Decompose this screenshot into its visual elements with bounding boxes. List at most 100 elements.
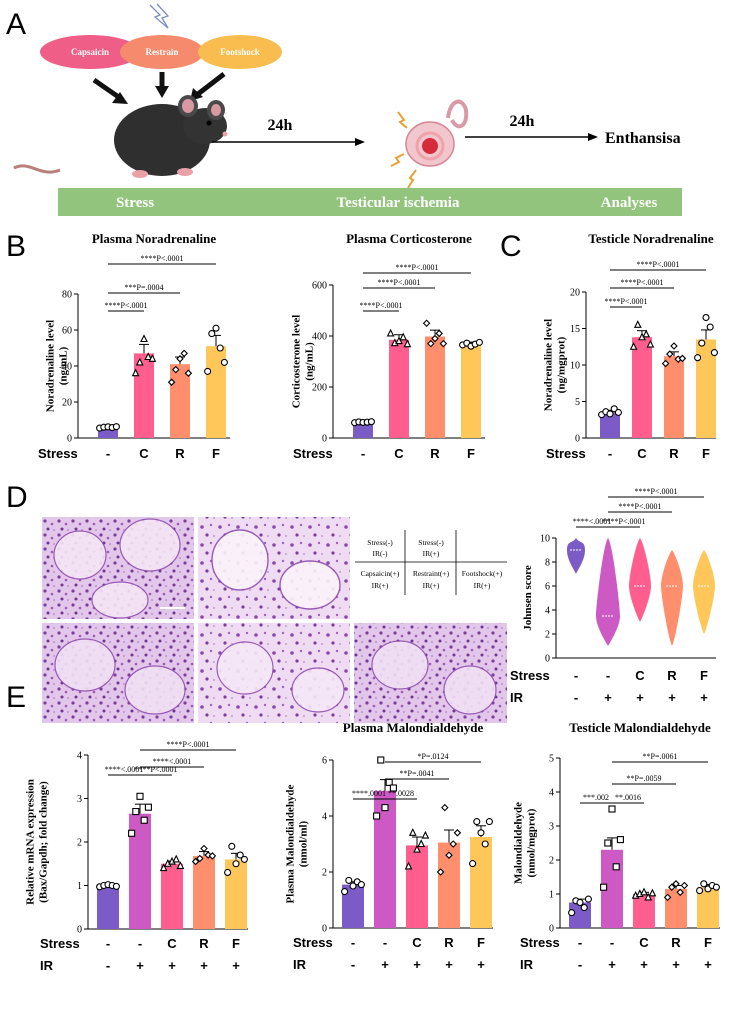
y-tick-label: 5: [575, 397, 580, 408]
bar: [600, 412, 620, 438]
y-tick-label: 1: [549, 890, 554, 901]
y-axis-label: (ng/mL): [58, 346, 70, 385]
stress-row-label: Stress: [510, 668, 550, 683]
stress-row-value: -: [351, 935, 355, 950]
data-point: [377, 756, 385, 764]
legend-cell-1b: IR(-): [373, 549, 388, 558]
data-point: [678, 354, 687, 363]
y-tick-label: 600: [312, 281, 327, 292]
data-point: [176, 355, 184, 363]
data-point: [584, 895, 592, 903]
legend-cell-5b: IR(+): [474, 581, 491, 590]
data-point: [204, 367, 212, 375]
data-point: [216, 344, 224, 352]
bar: [389, 339, 409, 438]
ir-row-value: +: [445, 957, 453, 972]
bar: [129, 813, 151, 929]
y-tick-label: 2: [322, 868, 327, 879]
bar: [461, 344, 481, 438]
data-point: [220, 358, 228, 366]
data-point: [422, 319, 431, 328]
arrow-1-head: [355, 138, 365, 146]
sig-label: ****P<.0001: [635, 487, 678, 496]
chart-title: Plasma Noradrenaline: [92, 231, 217, 246]
data-point: [413, 844, 421, 853]
chart-title: Testicle Malondialdehyde: [569, 720, 711, 735]
y-tick-label: 6: [545, 582, 550, 593]
ir-row-label: IR: [40, 958, 54, 973]
stress-row-value: -: [610, 935, 614, 950]
data-point: [668, 883, 676, 891]
data-point: [228, 842, 236, 850]
data-point: [642, 329, 651, 338]
y-tick-label: 4: [322, 812, 327, 823]
violin: [693, 550, 715, 634]
data-point: [700, 880, 708, 888]
data-point: [696, 887, 704, 895]
panel-label-d: D: [6, 481, 28, 514]
stage-ischemia: Testicular ischemia: [337, 195, 460, 211]
data-point: [431, 334, 439, 343]
y-tick-label: 10: [570, 361, 580, 372]
data-point: [672, 880, 680, 888]
stress-row-value: R: [430, 446, 440, 461]
data-point: [131, 368, 140, 377]
stress-row-value: R: [175, 446, 185, 461]
stress-row-value: -: [361, 446, 365, 461]
sig-label: **P=.0059: [627, 774, 662, 783]
stress-row-value: R: [199, 936, 209, 951]
stress-row-value: C: [394, 446, 404, 461]
y-tick-label: 4: [545, 606, 550, 617]
data-point: [473, 818, 481, 826]
sig-label: ****<.0001: [153, 757, 192, 766]
sig-label: ****P<.0001: [603, 517, 646, 526]
data-point: [698, 339, 706, 347]
charts-layer: Plasma Noradrenaline020406080Noradrenali…: [25, 231, 720, 973]
legend-cell-2: Stress(-): [418, 538, 444, 547]
data-point: [144, 803, 152, 811]
stress-row-value: -: [574, 668, 578, 683]
footshock-pill: [198, 35, 282, 69]
y-tick-label: 0: [575, 434, 580, 445]
data-point: [481, 840, 489, 848]
y-axis-label: (ng/mL): [304, 342, 316, 381]
data-point: [128, 829, 136, 837]
stress-row-value: C: [639, 935, 649, 950]
data-point: [477, 829, 485, 837]
data-point: [208, 330, 216, 338]
y-tick-label: 20: [570, 288, 580, 299]
stress-row-label: Stress: [546, 446, 586, 461]
data-point: [373, 812, 381, 820]
stress-row-value: F: [232, 936, 240, 951]
data-point: [232, 860, 240, 868]
data-point: [629, 342, 638, 350]
data-point: [140, 816, 148, 824]
data-point: [710, 349, 718, 357]
chart-e: 0 1 2 3 4 Relative mRNA expression (Bax/Gapdh;…: [25, 740, 248, 973]
capsaicin-label: Capsaicin: [71, 47, 109, 57]
ir-row-value: +: [640, 957, 648, 972]
sig-label: **.0028: [388, 789, 414, 798]
bar: [97, 885, 119, 929]
sig-label: *P=.0124: [418, 752, 449, 761]
data-point: [475, 338, 483, 346]
stress-arrows: [92, 72, 226, 104]
panel-label-b: B: [6, 230, 26, 263]
testis-icon: [390, 99, 469, 189]
chart-title: Testicle Noradrenaline: [588, 231, 714, 246]
y-tick-label: 2: [549, 856, 554, 867]
mouse-icon: [13, 95, 228, 178]
data-point: [666, 350, 674, 358]
data-point: [670, 342, 678, 350]
data-point: [176, 861, 185, 869]
data-point: [417, 839, 426, 848]
data-point: [132, 807, 140, 816]
data-point: [702, 313, 710, 322]
y-tick-label: 0: [545, 654, 550, 665]
stress-row-value: R: [444, 935, 454, 950]
stress-row-value: F: [704, 935, 712, 950]
sig-label: ****P<.0001: [605, 297, 648, 306]
y-tick-label: 15: [570, 324, 580, 335]
